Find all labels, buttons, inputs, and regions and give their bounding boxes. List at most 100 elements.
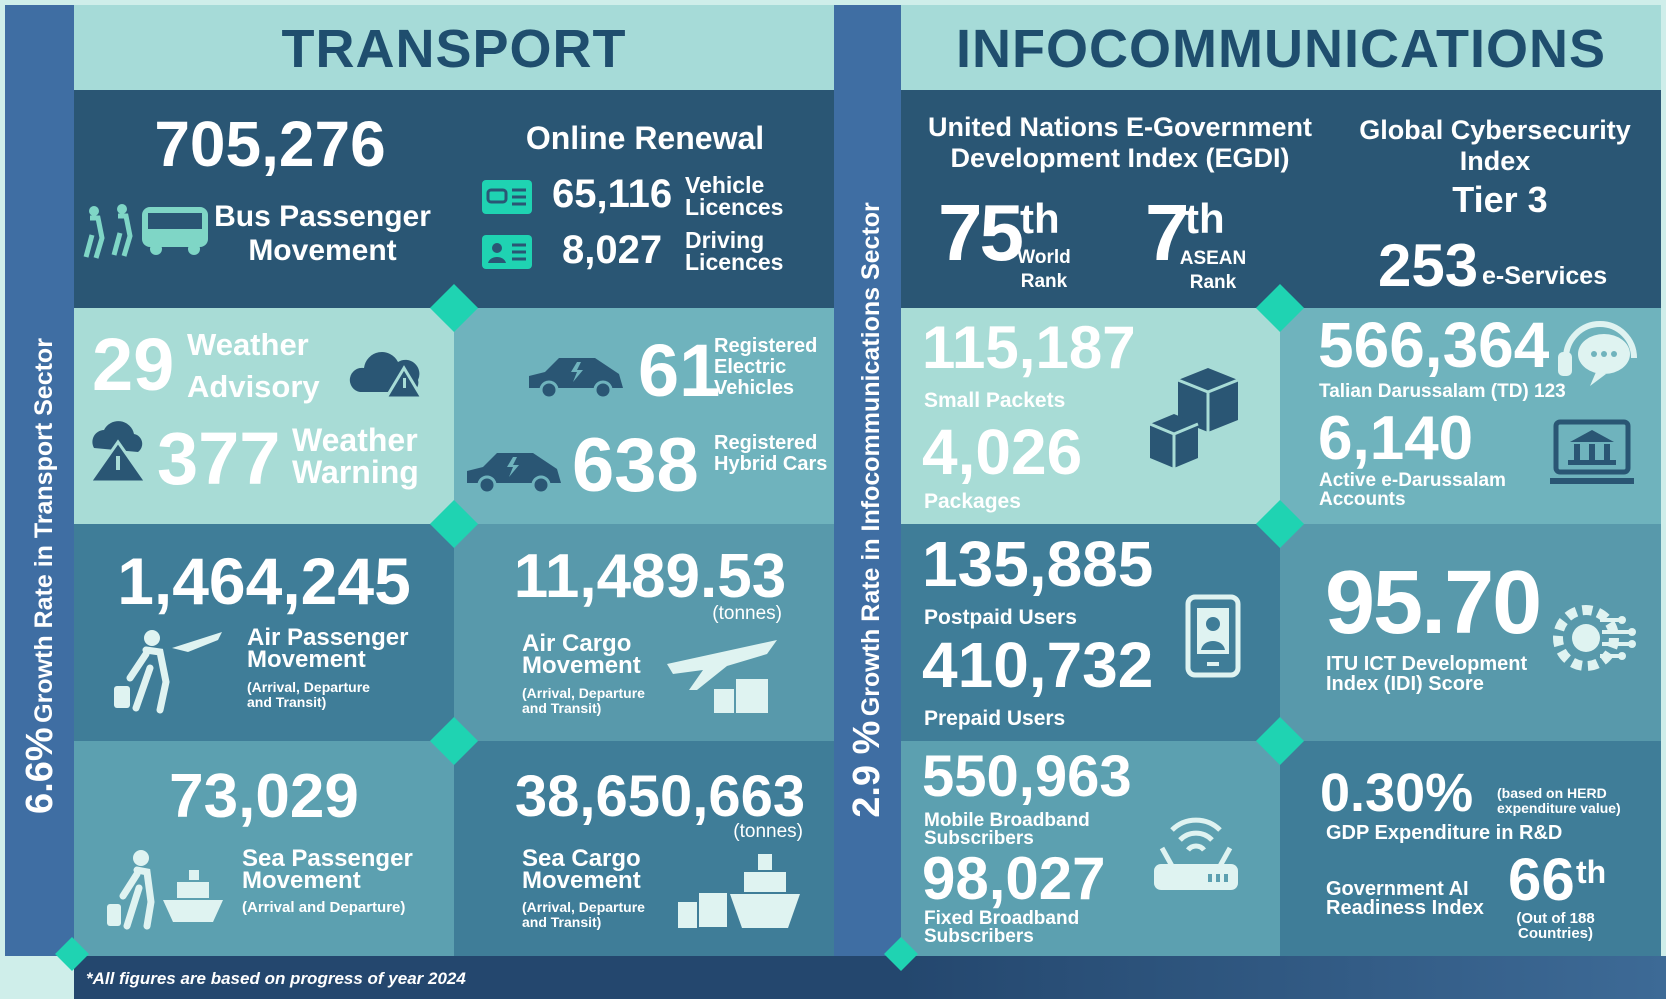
footer — [74, 956, 901, 999]
stat-value: 4,026 — [922, 416, 1083, 488]
panel — [74, 308, 454, 524]
stat-label: Vehicle Licences — [685, 172, 784, 220]
cargo-ship-icon — [678, 854, 800, 929]
panel — [1280, 741, 1661, 956]
panel — [74, 741, 454, 956]
rank-suffix: th — [1020, 195, 1060, 242]
stat-label: Sea Passenger Movement — [242, 845, 413, 894]
rank-value: 7 — [1145, 188, 1190, 277]
stat-value: 566,364 — [1318, 309, 1550, 381]
side-bar — [5, 5, 74, 956]
stat-label: Postpaid Users — [924, 606, 1077, 629]
stat-label: Active e-Darussalam Accounts — [1319, 470, 1506, 510]
headset-icon — [1558, 321, 1637, 386]
ship-passenger-icon — [107, 850, 223, 930]
stat-label: Sea Cargo Movement — [522, 845, 641, 894]
stat-value: 29 — [92, 323, 175, 406]
stat-label: Registered Hybrid Cars — [714, 432, 828, 475]
rank-label: ASEAN Rank — [1179, 248, 1247, 293]
rank-value: 66 — [1508, 846, 1575, 913]
car-icon — [467, 453, 561, 495]
cloud-icon — [349, 352, 425, 400]
bus-icon — [83, 204, 208, 259]
stat-value: 11,489.53 — [513, 542, 787, 611]
stat-label: Air Passenger Movement — [247, 624, 409, 673]
package-icon — [1149, 368, 1239, 468]
rank-suffix: th — [1185, 195, 1225, 242]
side-label: 2.9 % Growth Rate in Infocommunications … — [843, 160, 891, 860]
section-title: INFOCOMMUNICATIONS — [956, 19, 1606, 79]
stat-value: 61 — [638, 329, 721, 412]
licence-icon — [482, 235, 532, 269]
stat-value: 73,029 — [169, 762, 359, 831]
stat-unit: (tonnes) — [733, 821, 803, 842]
growth-value: 2.9 % — [846, 720, 888, 818]
stat-value: 38,650,663 — [514, 764, 806, 829]
stat-value: 135,885 — [922, 528, 1154, 600]
header — [901, 5, 1661, 90]
laptop-icon — [1550, 419, 1634, 484]
stat-label: Small Packets — [924, 389, 1066, 412]
growth-value: 6.6% — [19, 727, 61, 814]
traveller-icon — [114, 630, 222, 714]
stat-value: 65,116 — [552, 172, 673, 216]
footer — [901, 956, 1666, 999]
panel — [901, 90, 1661, 308]
growth-label: Growth Rate in Infocommunications Sector — [857, 202, 885, 717]
stat-value: 410,732 — [922, 629, 1154, 701]
stat-value: 0.30% — [1320, 763, 1474, 823]
rank-label: World Rank — [1017, 247, 1071, 292]
stat-label: Registered Electric Vehicles — [714, 335, 818, 399]
side-bar — [834, 5, 901, 956]
footnote: *All figures are based on progress of ye… — [86, 969, 466, 988]
rank-suffix: th — [1576, 854, 1607, 890]
section-subtitle: United Nations E-Government Development … — [927, 112, 1313, 173]
stat-note: (Arrival, Departure and Transit) — [247, 679, 370, 710]
stat-value: 638 — [572, 423, 699, 508]
header — [74, 5, 834, 90]
warning-icon — [87, 421, 149, 484]
panel — [901, 741, 1280, 956]
stat-label: Bus Passenger Movement — [214, 200, 431, 267]
stat-value: 6,140 — [1318, 404, 1474, 473]
panel — [74, 90, 834, 308]
stat-label: Driving Licences — [685, 227, 784, 275]
router-icon — [1154, 817, 1238, 890]
stat-value: 253 — [1378, 232, 1479, 299]
stat-note: (Out of 188 Countries) — [1516, 910, 1595, 942]
gear-icon — [1553, 605, 1636, 671]
stat-label: ITU ICT Development Index (IDI) Score — [1326, 653, 1528, 695]
stat-label: Weather Warning — [292, 422, 419, 490]
stat-note: (Arrival, Departure and Transit) — [522, 685, 645, 716]
stat-value: 98,027 — [922, 845, 1106, 912]
section-subtitle: Global Cybersecurity Index — [1359, 115, 1631, 176]
stat-label: Prepaid Users — [924, 707, 1066, 730]
stat-label: Government AI Readiness Index — [1326, 878, 1484, 919]
licence-icon — [482, 180, 532, 214]
stat-value: 705,276 — [154, 108, 386, 180]
rank-value: 75 — [938, 188, 1024, 277]
stat-note: (based on HERD expenditure value) — [1497, 785, 1621, 816]
stat-value: 95.70 — [1325, 553, 1542, 653]
stat-unit: (tonnes) — [712, 603, 782, 624]
stat-label: Weather Advisory — [187, 327, 320, 404]
section-subtitle: Online Renewal — [525, 120, 765, 156]
section-title: TRANSPORT — [281, 19, 627, 79]
stat-note: (Arrival and Departure) — [242, 899, 406, 916]
stat-value: 1,464,245 — [117, 544, 411, 618]
stat-label: e-Services — [1482, 262, 1608, 290]
stat-label: Fixed Broadband Subscribers — [924, 908, 1080, 947]
stat-note: (Arrival, Departure and Transit) — [522, 899, 645, 930]
car-icon — [529, 358, 623, 400]
panel — [454, 308, 834, 524]
cargo-plane-icon — [667, 640, 777, 715]
stat-value: 550,963 — [922, 744, 1132, 809]
tier: Tier 3 — [1452, 179, 1548, 220]
phone-icon — [1185, 594, 1241, 678]
stat-label: Air Cargo Movement — [522, 630, 641, 679]
stat-value: 377 — [157, 417, 281, 500]
stat-value: 8,027 — [562, 228, 663, 272]
stat-label: Packages — [924, 490, 1021, 513]
growth-label: Growth Rate in Transport Sector — [30, 338, 58, 723]
